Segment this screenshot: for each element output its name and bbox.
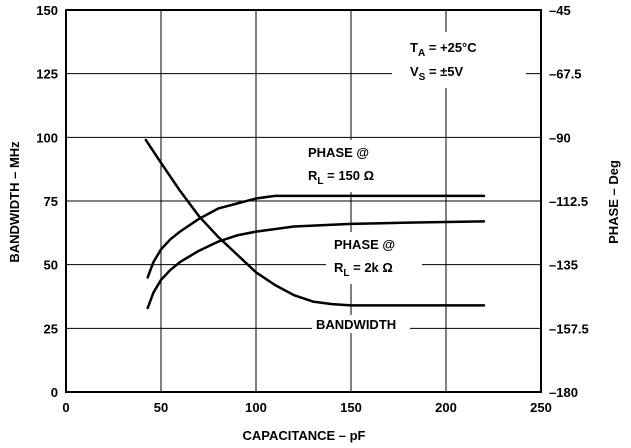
y-left-tick-label: 125 <box>36 67 58 82</box>
bandwidth-label: BANDWIDTH <box>312 315 410 333</box>
svg-text:PHASE @: PHASE @ <box>308 145 369 160</box>
x-axis-title: CAPACITANCE – pF <box>242 428 365 443</box>
y-right-axis-title: PHASE – Deg <box>606 160 621 244</box>
y-left-tick-label: 100 <box>36 130 58 145</box>
phase-2k-line <box>146 220 486 310</box>
y-right-tick-label: –180 <box>549 385 578 400</box>
y-right-tick-label: –45 <box>549 3 571 18</box>
plot-frame <box>65 9 542 393</box>
phase-2k-label: PHASE @ RL = 2k Ω <box>326 232 422 284</box>
y-left-tick-label: 0 <box>51 385 58 400</box>
x-tick-label: 100 <box>245 400 267 415</box>
y-right-tick-label: –157.5 <box>549 321 589 336</box>
svg-text:RL = 2k Ω: RL = 2k Ω <box>334 260 393 279</box>
x-tick-label: 150 <box>340 400 362 415</box>
phase-150-label: PHASE @ RL = 150 Ω <box>298 140 394 192</box>
y-right-tick-label: –112.5 <box>549 194 588 209</box>
y-left-axis-title: BANDWIDTH – MHz <box>7 141 22 263</box>
x-tick-label: 250 <box>530 400 552 415</box>
y-left-tick-label: 150 <box>36 3 58 18</box>
svg-text:BANDWIDTH: BANDWIDTH <box>316 317 396 332</box>
y-left-tick-label: 75 <box>44 194 58 209</box>
y-right-tick-label: –135 <box>549 258 578 273</box>
phase-150-line <box>146 194 486 279</box>
tick-labels: 0 50 100 150 200 250 0 –180 25 –157.5 50 –135 75 –112… <box>36 3 588 415</box>
ta-condition: TA = +25°C <box>410 40 477 59</box>
x-tick-label: 0 <box>62 400 69 415</box>
y-right-tick-label: –67.5 <box>549 67 582 82</box>
vs-condition: VS = ±5V <box>410 64 464 83</box>
y-left-tick-label: 50 <box>44 258 58 273</box>
y-right-tick-label: –90 <box>549 130 571 145</box>
svg-text:RL = 150 Ω: RL = 150 Ω <box>308 168 374 187</box>
svg-text:PHASE @: PHASE @ <box>334 237 395 252</box>
bandwidth-line <box>144 138 486 307</box>
x-tick-label: 50 <box>154 400 168 415</box>
y-left-tick-label: 25 <box>44 321 58 336</box>
test-conditions-box: TA = +25°C VS = ±5V <box>392 32 526 88</box>
x-tick-label: 200 <box>435 400 457 415</box>
series-lines <box>144 138 486 310</box>
